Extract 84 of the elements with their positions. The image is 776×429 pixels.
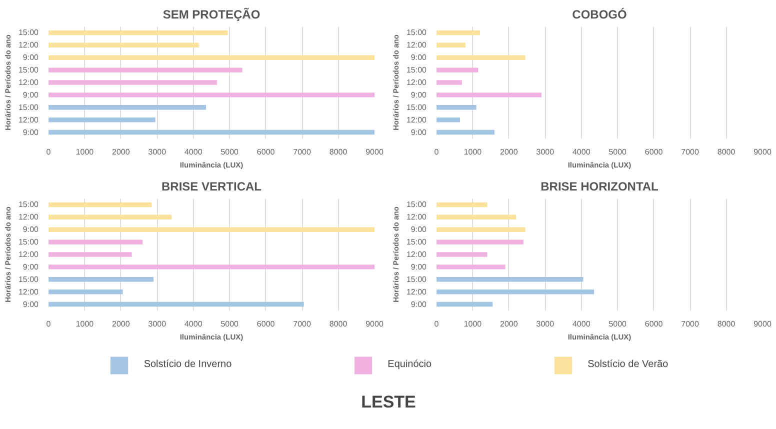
chart-title: COBOGÓ [572, 8, 627, 22]
x-tick-label: 8000 [717, 320, 736, 328]
y-tick-label: 9:00 [22, 300, 40, 309]
y-tick-label: 9:00 [22, 262, 40, 272]
y-tick-label: 12:00 [18, 115, 40, 124]
x-tick-label: 7000 [293, 148, 312, 156]
x-tick-label: 3000 [148, 148, 167, 156]
y-tick-label: 15:00 [406, 66, 428, 75]
x-tick-label: 5000 [608, 148, 628, 156]
chart-title: SEM PROTEÇÃO [162, 8, 260, 22]
legend-label: Solstício de Inverno [144, 359, 232, 370]
x-tick-label: 0 [434, 320, 440, 328]
x-tick-label: 5000 [220, 148, 240, 156]
y-tick-label: 9:00 [410, 225, 428, 234]
x-tick-label: 4000 [184, 148, 203, 156]
x-tick-label: 9000 [366, 320, 384, 328]
chart-title: BRISE HORIZONTAL [540, 180, 658, 194]
x-tick-label: 6000 [644, 320, 664, 328]
y-tick-label: 15:00 [18, 66, 40, 75]
x-tick-label: 1000 [464, 148, 482, 156]
y-tick-label: 12:00 [18, 212, 40, 222]
y-tick-label: 9:00 [410, 262, 428, 272]
y-tick-label: 12:00 [406, 115, 428, 124]
x-tick-label: 7000 [681, 148, 700, 156]
y-tick-label: 15:00 [406, 274, 428, 284]
y-tick-label: 9:00 [22, 225, 40, 234]
y-tick-label: 9:00 [22, 90, 40, 100]
legend-label: Equinócio [388, 359, 432, 370]
x-tick-label: 9000 [754, 320, 772, 328]
y-tick-label: 12:00 [406, 78, 428, 87]
x-tick-label: 2000 [112, 320, 130, 328]
y-tick-label: 15:00 [18, 28, 40, 38]
x-tick-label: 3000 [536, 320, 555, 328]
y-tick-label: 12:00 [18, 40, 40, 50]
x-tick-label: 3000 [148, 320, 167, 328]
x-tick-label: 4000 [184, 320, 203, 328]
y-tick-label: 15:00 [406, 28, 428, 38]
x-tick-label: 6000 [256, 320, 276, 328]
y-tick-label: 15:00 [18, 238, 40, 247]
y-tick-label: 9:00 [410, 300, 428, 309]
x-tick-label: 4000 [572, 148, 591, 156]
x-tick-label: 0 [434, 148, 440, 156]
y-tick-label: 12:00 [18, 78, 40, 87]
x-tick-label: 3000 [536, 148, 555, 156]
y-tick-label: 9:00 [410, 90, 428, 100]
x-tick-label: 8000 [717, 148, 736, 156]
x-tick-label: 2000 [112, 148, 130, 156]
y-tick-label: 9:00 [22, 53, 40, 62]
x-tick-label: 6000 [644, 148, 664, 156]
y-tick-label: 15:00 [18, 274, 40, 284]
y-tick-label: 12:00 [406, 212, 428, 222]
text: LESTE [361, 392, 416, 412]
x-tick-label: 2000 [500, 320, 518, 328]
y-tick-label: 12:00 [18, 250, 40, 259]
y-tick-label: 15:00 [406, 102, 428, 112]
x-tick-label: 2000 [500, 148, 518, 156]
x-tick-label: 4000 [572, 320, 591, 328]
y-tick-label: 12:00 [406, 287, 428, 296]
x-tick-label: 7000 [681, 320, 700, 328]
chart-title: BRISE VERTICAL [161, 180, 262, 194]
x-tick-label: 1000 [76, 148, 94, 156]
y-tick-label: 9:00 [410, 128, 428, 137]
x-tick-label: 1000 [464, 320, 482, 328]
x-tick-label: 8000 [329, 148, 348, 156]
legend-label: Solstício de Verão [588, 359, 668, 370]
y-tick-label: 15:00 [18, 200, 40, 210]
x-tick-label: 5000 [608, 320, 628, 328]
y-tick-label: 9:00 [22, 128, 40, 137]
y-tick-label: 12:00 [406, 250, 428, 259]
y-tick-label: 12:00 [406, 40, 428, 50]
x-tick-label: 5000 [220, 320, 240, 328]
x-tick-label: 9000 [754, 148, 772, 156]
x-tick-label: 6000 [256, 148, 276, 156]
y-tick-label: 12:00 [18, 287, 40, 296]
y-tick-label: 9:00 [410, 53, 428, 62]
x-tick-label: 1000 [76, 320, 94, 328]
x-tick-label: 8000 [329, 320, 348, 328]
x-tick-label: 7000 [293, 320, 312, 328]
x-tick-label: 9000 [366, 148, 384, 156]
x-tick-label: 0 [46, 148, 52, 156]
y-tick-label: 15:00 [18, 102, 40, 112]
y-tick-label: 15:00 [406, 200, 428, 210]
y-tick-label: 15:00 [406, 238, 428, 247]
x-tick-label: 0 [46, 320, 52, 328]
